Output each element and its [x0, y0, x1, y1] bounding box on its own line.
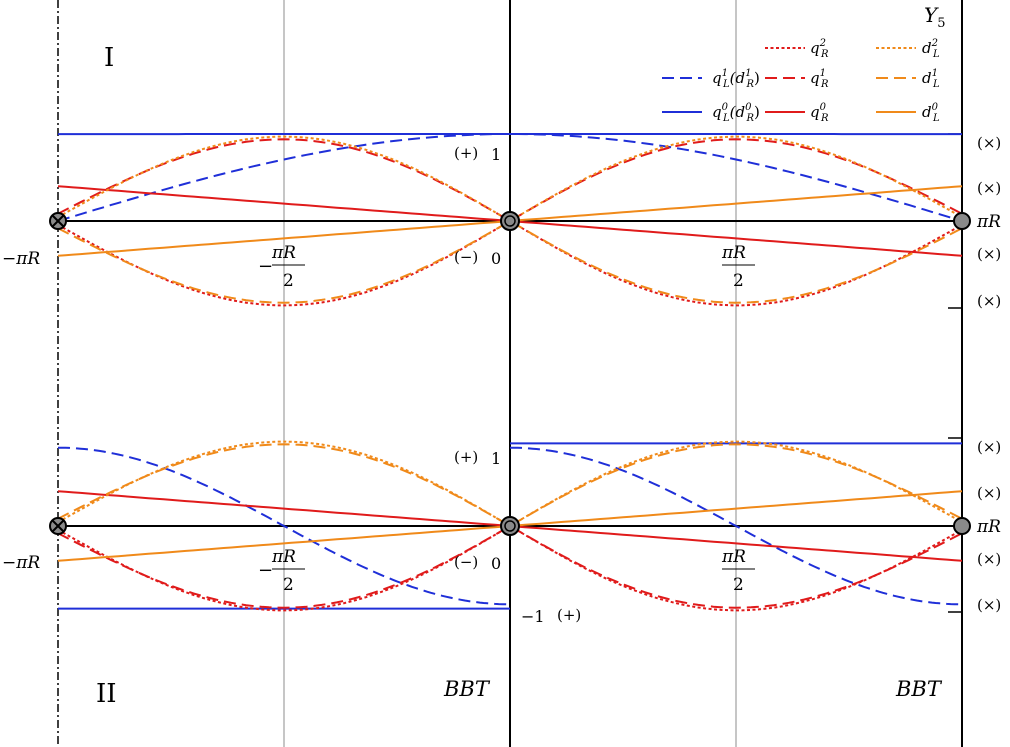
node-center-top — [500, 211, 520, 231]
svg-text:πR: πR — [721, 547, 746, 567]
node-right-top — [953, 212, 971, 230]
legend-item-q-l-1-d-r-1-: q1 L(d1 R) — [662, 68, 760, 90]
svg-text:2: 2 — [733, 575, 744, 595]
svg-text:πR: πR — [721, 243, 746, 263]
panel-ii-plus-label: (+) — [454, 448, 478, 466]
legend-label: q0 L(d0 R) — [712, 102, 760, 124]
series-d-l-1-panel-i-seg-0 — [57, 219, 963, 304]
node-left-bottom — [49, 517, 67, 535]
legend-item-q-r-0: q0 R — [765, 102, 829, 124]
legend-item-q-r-1: q1 R — [765, 68, 829, 90]
series-q-r-1-panel-ii-seg-0 — [57, 524, 963, 609]
panel-i-label: I — [104, 43, 114, 73]
times-label-6: (×) — [977, 484, 1001, 502]
times-label-5: (×) — [977, 438, 1001, 456]
minus-pi-r-top: −πR — [2, 249, 40, 269]
legend-item-d-l-2: d2 L — [876, 38, 940, 60]
series-q-r-2-panel-i-seg-0 — [57, 219, 963, 307]
panel-ii-one-label: 1 — [491, 449, 501, 468]
neg-half-pi-r-bottom: − πR 2 — [258, 547, 305, 595]
svg-text:−: − — [258, 560, 273, 581]
neg-half-pi-r-top: − πR 2 — [258, 243, 305, 291]
legend: q2 R d2 L q1 L(d1 R) q1 R d1 L q0 L(d0 R) q0 R d0 L — [662, 38, 940, 124]
times-label-3: (×) — [977, 245, 1001, 263]
series-q-l-1-d-r-1--panel-i-seg-0 — [57, 133, 963, 222]
panel-i-zero-label: 0 — [491, 249, 501, 268]
legend-label: q0 R — [810, 102, 829, 124]
svg-text:2: 2 — [733, 271, 744, 291]
legend-item-q-r-2: q2 R — [765, 38, 829, 60]
panel-ii-minus-one-label: −1 — [521, 607, 545, 626]
legend-item-d-l-0: d0 L — [876, 102, 940, 124]
panel-ii-zero-label: 0 — [491, 554, 501, 573]
minus-pi-r-bottom: −πR — [2, 553, 40, 573]
series-d-l-1-panel-ii-seg-0 — [57, 443, 963, 528]
svg-text:2: 2 — [283, 575, 294, 595]
pi-r-bottom: πR — [976, 517, 1001, 537]
series-q-l-1-d-r-1--panel-ii-seg-1 — [510, 446, 962, 606]
times-label-4: (×) — [977, 292, 1001, 310]
node-left-top — [49, 212, 67, 230]
panel-i-plus-label: (+) — [454, 144, 478, 162]
series-d-l-2-panel-ii-seg-0 — [57, 440, 963, 528]
legend-label: d1 L — [922, 68, 940, 90]
panel-ii-label: II — [96, 679, 117, 709]
panel-ii-minus-one-plus: (+) — [557, 606, 581, 624]
panel-i-minus-label: (−) — [454, 248, 478, 266]
bbt-left-label: BBT — [443, 677, 491, 701]
legend-label: q1 R — [810, 68, 829, 90]
legend-label: q1 L(d1 R) — [712, 68, 760, 90]
svg-text:πR: πR — [271, 243, 296, 263]
svg-text:2: 2 — [283, 271, 294, 291]
series-q-l-1-d-r-1--panel-ii-seg-0 — [58, 446, 510, 606]
times-label-2: (×) — [977, 179, 1001, 197]
bbt-right-label: BBT — [895, 677, 943, 701]
right-ticks — [948, 133, 962, 613]
times-label-1: (×) — [977, 134, 1001, 152]
times-label-8: (×) — [977, 596, 1001, 614]
svg-text:πR: πR — [271, 547, 296, 567]
half-pi-r-bottom: πR 2 — [721, 547, 755, 595]
node-center-bottom — [500, 516, 520, 536]
legend-label: d2 L — [922, 38, 940, 60]
series-q-r-1-panel-i-seg-0 — [57, 138, 963, 223]
series-q-r-2-panel-ii-seg-0 — [57, 524, 963, 612]
times-label-7: (×) — [977, 550, 1001, 568]
legend-item-d-l-1: d1 L — [876, 68, 940, 90]
panel-ii-minus-label: (−) — [454, 553, 478, 571]
node-right-bottom — [953, 517, 971, 535]
svg-text:−: − — [258, 256, 273, 277]
half-pi-r-top: πR 2 — [721, 243, 755, 291]
legend-label: q2 R — [810, 38, 829, 60]
series-d-l-2-panel-i-seg-0 — [57, 135, 963, 223]
y5-label: Y5 — [924, 3, 945, 31]
legend-label: d0 L — [922, 102, 940, 124]
legend-item-q-l-0-d-r-0-: q0 L(d0 R) — [662, 102, 760, 124]
pi-r-top: πR — [976, 212, 1001, 232]
panel-i-one-label: 1 — [491, 145, 501, 164]
